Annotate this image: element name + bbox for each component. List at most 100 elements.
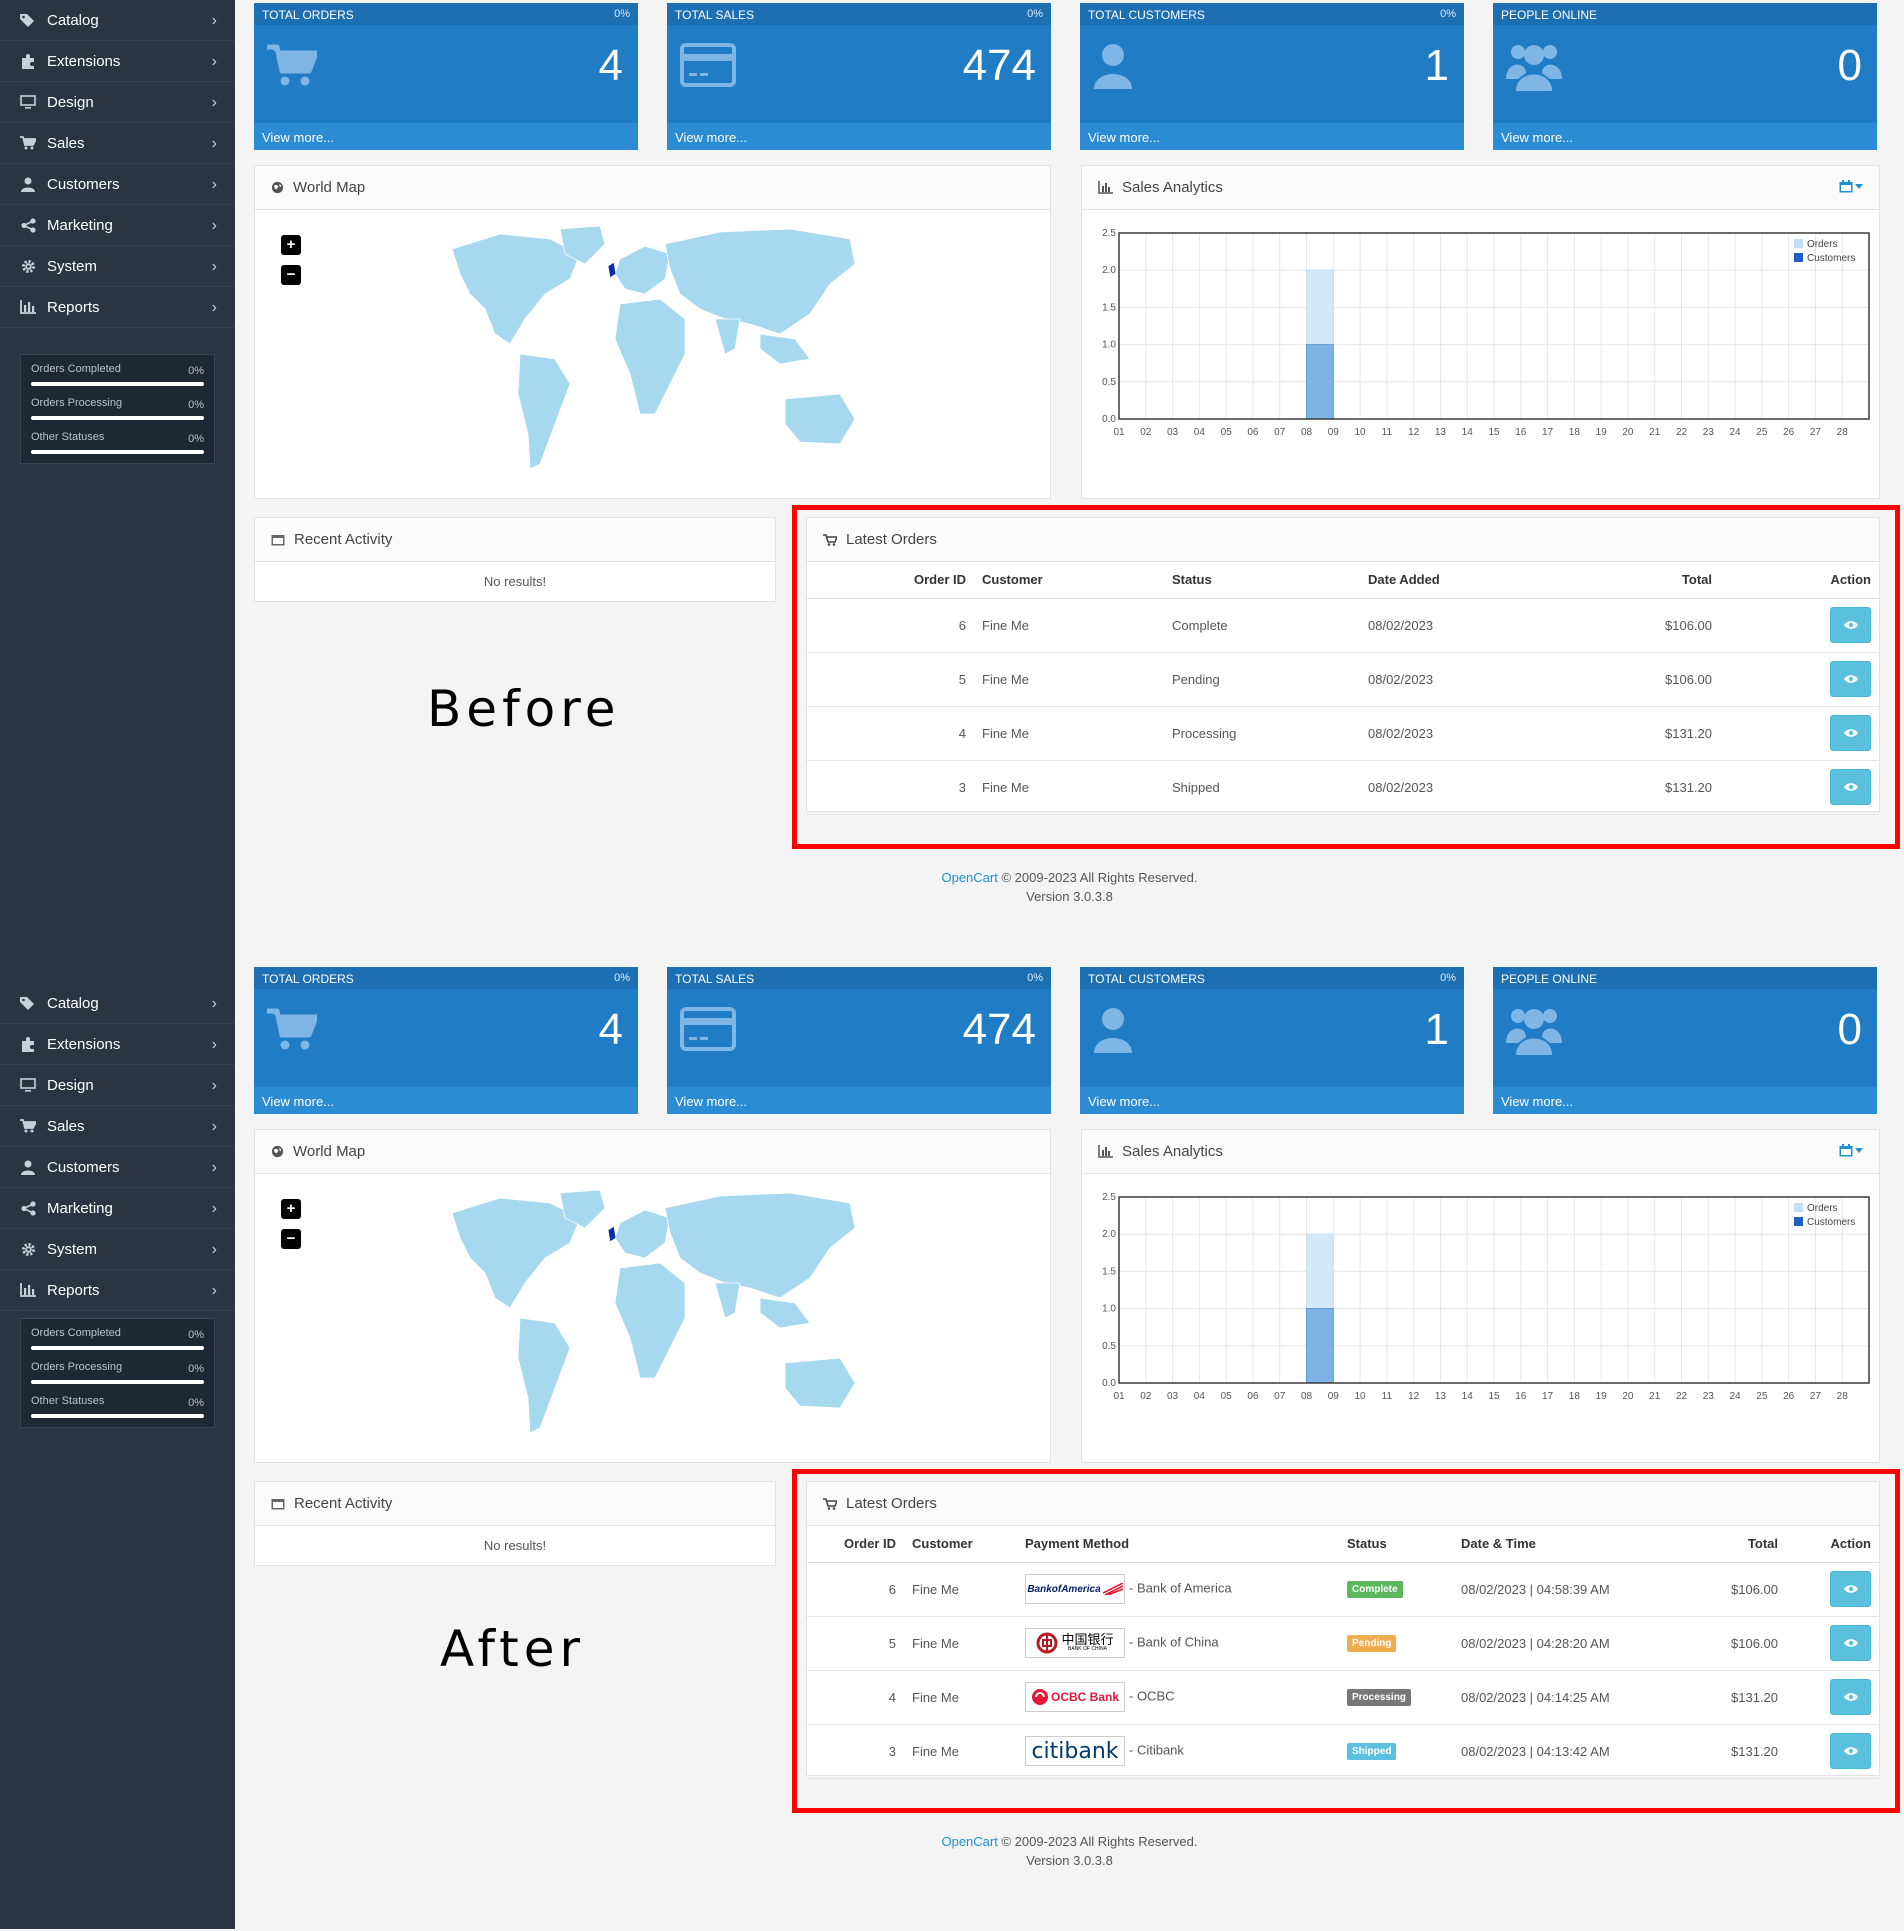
view-order-button[interactable] <box>1830 769 1871 805</box>
sidebar-item-extensions[interactable]: Extensions › <box>0 1024 235 1065</box>
customer-cell: Fine Me <box>974 760 1164 815</box>
after-label: After <box>440 1620 586 1678</box>
opencart-link[interactable]: OpenCart <box>941 870 998 885</box>
cart-icon <box>19 1117 37 1135</box>
map-region-greenland[interactable] <box>559 225 606 265</box>
map-zoom-out-button[interactable]: − <box>281 265 301 285</box>
map-region-south-america[interactable] <box>517 353 571 470</box>
col-order-id[interactable]: Order ID <box>807 562 974 599</box>
y-tick-label: 2.0 <box>1102 265 1116 276</box>
view-order-button[interactable] <box>1830 661 1871 697</box>
table-row: 3 Fine Me citibank - Citibank Shipped 08/02/… <box>807 1724 1879 1779</box>
payment-method-cell: BankofAmerica - Bank of America <box>1017 1562 1339 1617</box>
eye-icon <box>1843 618 1858 633</box>
map-region-india[interactable] <box>714 1282 741 1319</box>
map-region-australia[interactable] <box>784 393 856 445</box>
col-date-added[interactable]: Date Added <box>1360 562 1580 599</box>
col-customer[interactable]: Customer <box>974 562 1164 599</box>
col-status[interactable]: Status <box>1164 562 1360 599</box>
col-payment-method[interactable]: Payment Method <box>1017 1526 1339 1563</box>
col-total[interactable]: Total <box>1673 1526 1786 1563</box>
map-region-north-america[interactable] <box>451 1197 581 1309</box>
map-region-asia[interactable] <box>664 1192 856 1299</box>
total-cell: $131.20 <box>1673 1724 1786 1779</box>
sidebar-item-customers[interactable]: Customers › <box>0 1147 235 1188</box>
tile-view-more-link[interactable]: View more... <box>254 123 638 150</box>
view-order-button[interactable] <box>1830 1571 1871 1607</box>
map-zoom-in-button[interactable]: + <box>281 1199 301 1219</box>
col-customer[interactable]: Customer <box>904 1526 1017 1563</box>
tile-view-more-link[interactable]: View more... <box>667 1087 1051 1114</box>
map-zoom-out-button[interactable]: − <box>281 1229 301 1249</box>
payment-method-cell: OCBC Bank - OCBC <box>1017 1670 1339 1725</box>
sidebar-item-sales[interactable]: Sales › <box>0 123 235 164</box>
map-region-uk[interactable] <box>607 1225 617 1243</box>
tile-value: 0 <box>1837 1005 1862 1054</box>
sidebar-item-marketing[interactable]: Marketing › <box>0 1188 235 1229</box>
cart-icon <box>267 43 319 92</box>
map-zoom-in-button[interactable]: + <box>281 235 301 255</box>
tile-view-more-link[interactable]: View more... <box>1080 123 1464 150</box>
world-map[interactable] <box>430 1188 880 1438</box>
sidebar-item-customers[interactable]: Customers › <box>0 164 235 205</box>
map-region-africa[interactable] <box>614 1262 686 1379</box>
order-stat-progress <box>31 416 204 420</box>
order-id-cell: 5 <box>807 1616 904 1671</box>
x-tick-label: 10 <box>1355 1391 1367 1402</box>
map-region-greenland[interactable] <box>559 1189 606 1229</box>
map-region-se-asia[interactable] <box>759 333 811 365</box>
tile-view-more-link[interactable]: View more... <box>254 1087 638 1114</box>
sidebar-item-design[interactable]: Design › <box>0 1065 235 1106</box>
sidebar-item-catalog[interactable]: Catalog › <box>0 0 235 41</box>
bar-customers-08[interactable] <box>1306 1308 1334 1384</box>
x-tick-label: 28 <box>1837 427 1849 438</box>
chevron-right-icon: › <box>211 12 217 29</box>
col-date-time[interactable]: Date & Time <box>1453 1526 1673 1563</box>
tile-body: 0 <box>1493 989 1877 1087</box>
tile-view-more-link[interactable]: View more... <box>1493 123 1877 150</box>
sidebar-item-reports[interactable]: Reports › <box>0 287 235 328</box>
col-total[interactable]: Total <box>1580 562 1720 599</box>
x-tick-label: 26 <box>1783 427 1795 438</box>
view-order-button[interactable] <box>1830 607 1871 643</box>
col-status[interactable]: Status <box>1339 1526 1453 1563</box>
col-action: Action <box>1720 562 1879 599</box>
map-region-africa[interactable] <box>614 298 686 415</box>
sidebar-item-reports[interactable]: Reports › <box>0 1270 235 1311</box>
credit-card-icon <box>680 1007 736 1056</box>
map-region-europe[interactable] <box>614 1209 671 1259</box>
map-region-europe[interactable] <box>614 245 671 295</box>
x-tick-label: 12 <box>1408 427 1420 438</box>
map-region-se-asia[interactable] <box>759 1297 811 1329</box>
map-region-north-america[interactable] <box>451 233 581 345</box>
view-order-button[interactable] <box>1830 1625 1871 1661</box>
col-order-id[interactable]: Order ID <box>807 1526 904 1563</box>
sidebar-item-extensions[interactable]: Extensions › <box>0 41 235 82</box>
sidebar-item-system[interactable]: System › <box>0 246 235 287</box>
date-range-dropdown[interactable] <box>1839 1144 1863 1157</box>
map-region-australia[interactable] <box>784 1357 856 1409</box>
date-range-dropdown[interactable] <box>1839 180 1863 193</box>
tile-view-more-link[interactable]: View more... <box>1080 1087 1464 1114</box>
map-region-india[interactable] <box>714 318 741 355</box>
sidebar-item-design[interactable]: Design › <box>0 82 235 123</box>
recent-activity-title: Recent Activity <box>294 1495 393 1512</box>
sidebar-item-marketing[interactable]: Marketing › <box>0 205 235 246</box>
opencart-link[interactable]: OpenCart <box>941 1834 998 1849</box>
map-region-uk[interactable] <box>607 261 617 279</box>
sidebar-item-catalog[interactable]: Catalog › <box>0 983 235 1024</box>
tile-view-more-link[interactable]: View more... <box>1493 1087 1877 1114</box>
view-order-button[interactable] <box>1830 715 1871 751</box>
bar-customers-08[interactable] <box>1306 344 1334 420</box>
view-order-button[interactable] <box>1830 1679 1871 1715</box>
order-stat-label: Other Statuses <box>31 1395 105 1407</box>
view-order-button[interactable] <box>1830 1733 1871 1769</box>
chart-legend: Orders Customers <box>1794 239 1855 264</box>
map-region-south-america[interactable] <box>517 1317 571 1434</box>
status-badge: Shipped <box>1347 1743 1397 1760</box>
map-region-asia[interactable] <box>664 228 856 335</box>
sidebar-item-sales[interactable]: Sales › <box>0 1106 235 1147</box>
tile-view-more-link[interactable]: View more... <box>667 123 1051 150</box>
world-map[interactable] <box>430 224 880 474</box>
sidebar-item-system[interactable]: System › <box>0 1229 235 1270</box>
